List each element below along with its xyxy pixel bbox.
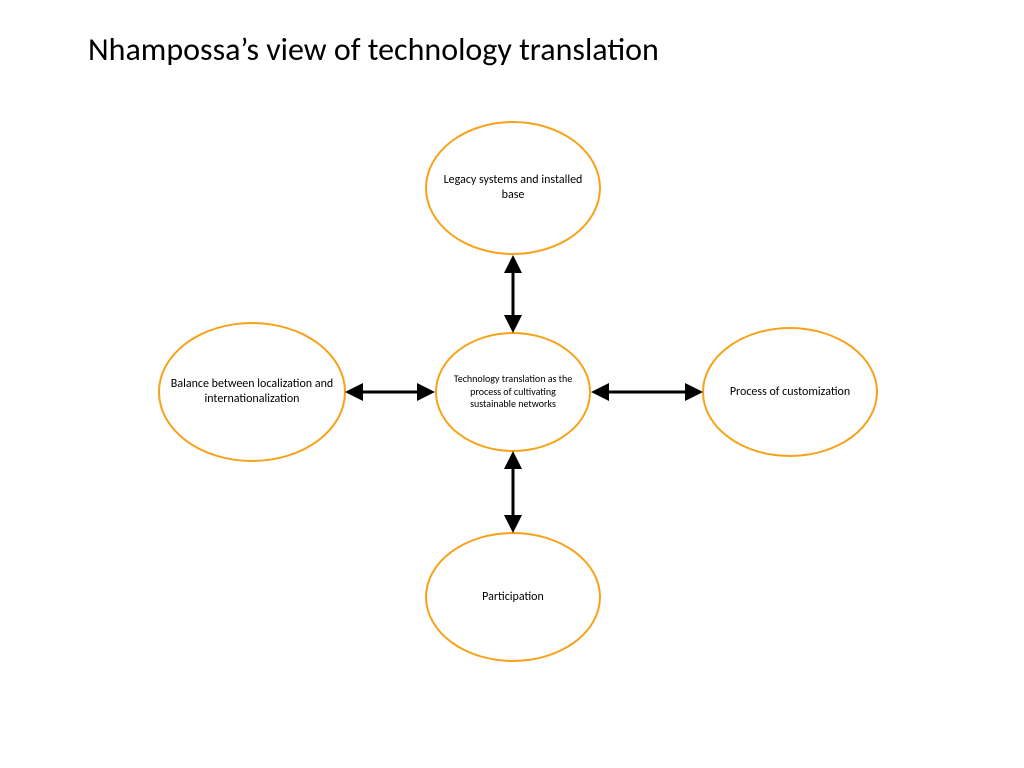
node-left: Balance between localization and interna…	[158, 322, 346, 462]
page-title: Nhampossa’s view of technology translati…	[88, 30, 659, 69]
node-top-label: Legacy systems and installed base	[437, 173, 589, 203]
node-bottom-label: Participation	[482, 590, 544, 605]
node-bottom: Participation	[425, 532, 601, 662]
node-center-label: Technology translation as the process of…	[447, 373, 579, 411]
node-top: Legacy systems and installed base	[425, 121, 601, 255]
node-left-label: Balance between localization and interna…	[170, 377, 334, 407]
node-right-label: Process of customization	[730, 385, 850, 400]
node-right: Process of customization	[702, 327, 878, 457]
node-center: Technology translation as the process of…	[435, 332, 591, 452]
